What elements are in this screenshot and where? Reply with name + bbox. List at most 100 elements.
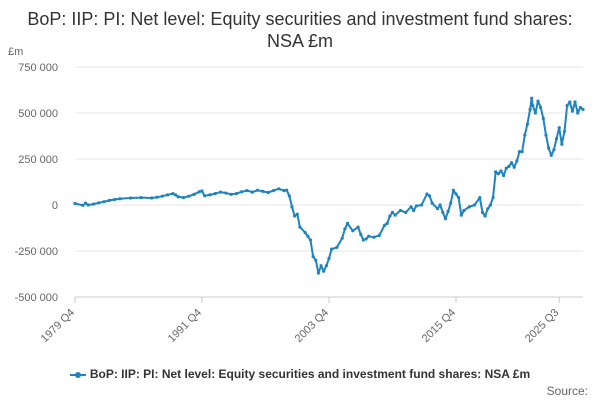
data-point[interactable] (102, 200, 106, 204)
data-point[interactable] (494, 170, 498, 174)
data-point[interactable] (282, 189, 286, 193)
data-point[interactable] (107, 198, 111, 202)
data-point[interactable] (541, 116, 545, 121)
data-point[interactable] (187, 194, 191, 198)
data-point[interactable] (578, 105, 582, 110)
data-point[interactable] (218, 190, 223, 194)
data-point[interactable] (139, 196, 143, 200)
data-point[interactable] (568, 100, 572, 104)
data-point[interactable] (311, 254, 315, 259)
data-point[interactable] (530, 96, 534, 100)
data-point[interactable] (171, 191, 175, 196)
data-point[interactable] (128, 196, 133, 200)
data-point[interactable] (308, 238, 313, 242)
data-point[interactable] (499, 169, 503, 173)
data-point[interactable] (330, 247, 334, 251)
data-point[interactable] (261, 189, 265, 193)
data-point[interactable] (562, 129, 567, 133)
data-point[interactable] (517, 150, 522, 154)
data-point[interactable] (372, 235, 376, 239)
data-point[interactable] (459, 213, 463, 217)
legend[interactable]: BoP: IIP: PI: Net level: Equity securiti… (20, 367, 580, 381)
data-point[interactable] (250, 190, 254, 194)
data-point[interactable] (319, 264, 323, 268)
data-point[interactable] (298, 225, 302, 229)
data-point[interactable] (166, 193, 170, 197)
data-point[interactable] (557, 126, 561, 130)
data-point[interactable] (525, 122, 530, 126)
data-point[interactable] (73, 201, 77, 206)
data-point[interactable] (536, 99, 540, 103)
data-point[interactable] (356, 225, 360, 229)
data-point[interactable] (290, 205, 294, 209)
data-point[interactable] (86, 203, 90, 207)
data-point[interactable] (224, 191, 228, 195)
data-point[interactable] (443, 217, 448, 221)
data-point[interactable] (213, 191, 217, 196)
data-point[interactable] (478, 196, 482, 200)
data-point[interactable] (91, 202, 96, 206)
data-point[interactable] (295, 212, 299, 216)
data-point[interactable] (367, 234, 371, 238)
data-point[interactable] (414, 204, 418, 208)
data-point[interactable] (451, 188, 455, 192)
data-point[interactable] (404, 210, 408, 214)
data-point[interactable] (160, 194, 164, 198)
data-point[interactable] (560, 142, 564, 146)
data-point[interactable] (382, 223, 387, 227)
data-point[interactable] (240, 190, 244, 194)
data-point[interactable] (549, 153, 553, 157)
data-point[interactable] (388, 214, 392, 218)
data-point[interactable] (412, 208, 416, 213)
data-point[interactable] (176, 195, 180, 199)
data-point[interactable] (480, 210, 485, 214)
data-point[interactable] (515, 159, 519, 163)
data-point[interactable] (197, 190, 201, 194)
data-point[interactable] (570, 109, 575, 113)
data-point[interactable] (446, 209, 450, 214)
data-point[interactable] (316, 271, 321, 275)
data-point[interactable] (364, 237, 368, 241)
data-point[interactable] (377, 233, 381, 237)
data-point[interactable] (271, 189, 276, 193)
data-point[interactable] (533, 111, 537, 115)
data-point[interactable] (200, 189, 204, 193)
data-point[interactable] (427, 194, 432, 198)
data-point[interactable] (576, 111, 580, 115)
data-point[interactable] (351, 229, 355, 233)
data-point[interactable] (192, 192, 196, 196)
data-point[interactable] (425, 192, 429, 196)
data-point[interactable] (303, 231, 307, 235)
data-point[interactable] (173, 193, 178, 197)
data-point[interactable] (581, 107, 585, 111)
data-point[interactable] (409, 205, 413, 209)
data-point[interactable] (573, 100, 577, 104)
data-point[interactable] (523, 133, 527, 137)
data-point[interactable] (544, 133, 548, 137)
data-point[interactable] (83, 201, 88, 205)
data-point[interactable] (203, 194, 207, 198)
data-point[interactable] (486, 207, 490, 211)
data-point[interactable] (285, 188, 289, 192)
data-point[interactable] (496, 172, 500, 176)
data-point[interactable] (234, 191, 238, 196)
data-point[interactable] (547, 146, 551, 150)
series-line[interactable] (74, 97, 584, 275)
data-point[interactable] (539, 105, 543, 110)
data-point[interactable] (467, 205, 471, 209)
data-point[interactable] (345, 221, 350, 225)
data-point[interactable] (552, 148, 556, 152)
data-point[interactable] (340, 236, 344, 240)
data-point[interactable] (438, 203, 442, 207)
data-point[interactable] (208, 193, 212, 197)
data-point[interactable] (181, 196, 186, 200)
data-point[interactable] (150, 196, 154, 200)
data-point[interactable] (255, 188, 260, 192)
data-point[interactable] (287, 194, 291, 198)
data-point[interactable] (504, 166, 508, 170)
data-point[interactable] (398, 208, 403, 213)
data-point[interactable] (314, 258, 318, 262)
data-point[interactable] (435, 207, 440, 211)
data-point[interactable] (491, 196, 495, 200)
data-point[interactable] (97, 201, 101, 205)
